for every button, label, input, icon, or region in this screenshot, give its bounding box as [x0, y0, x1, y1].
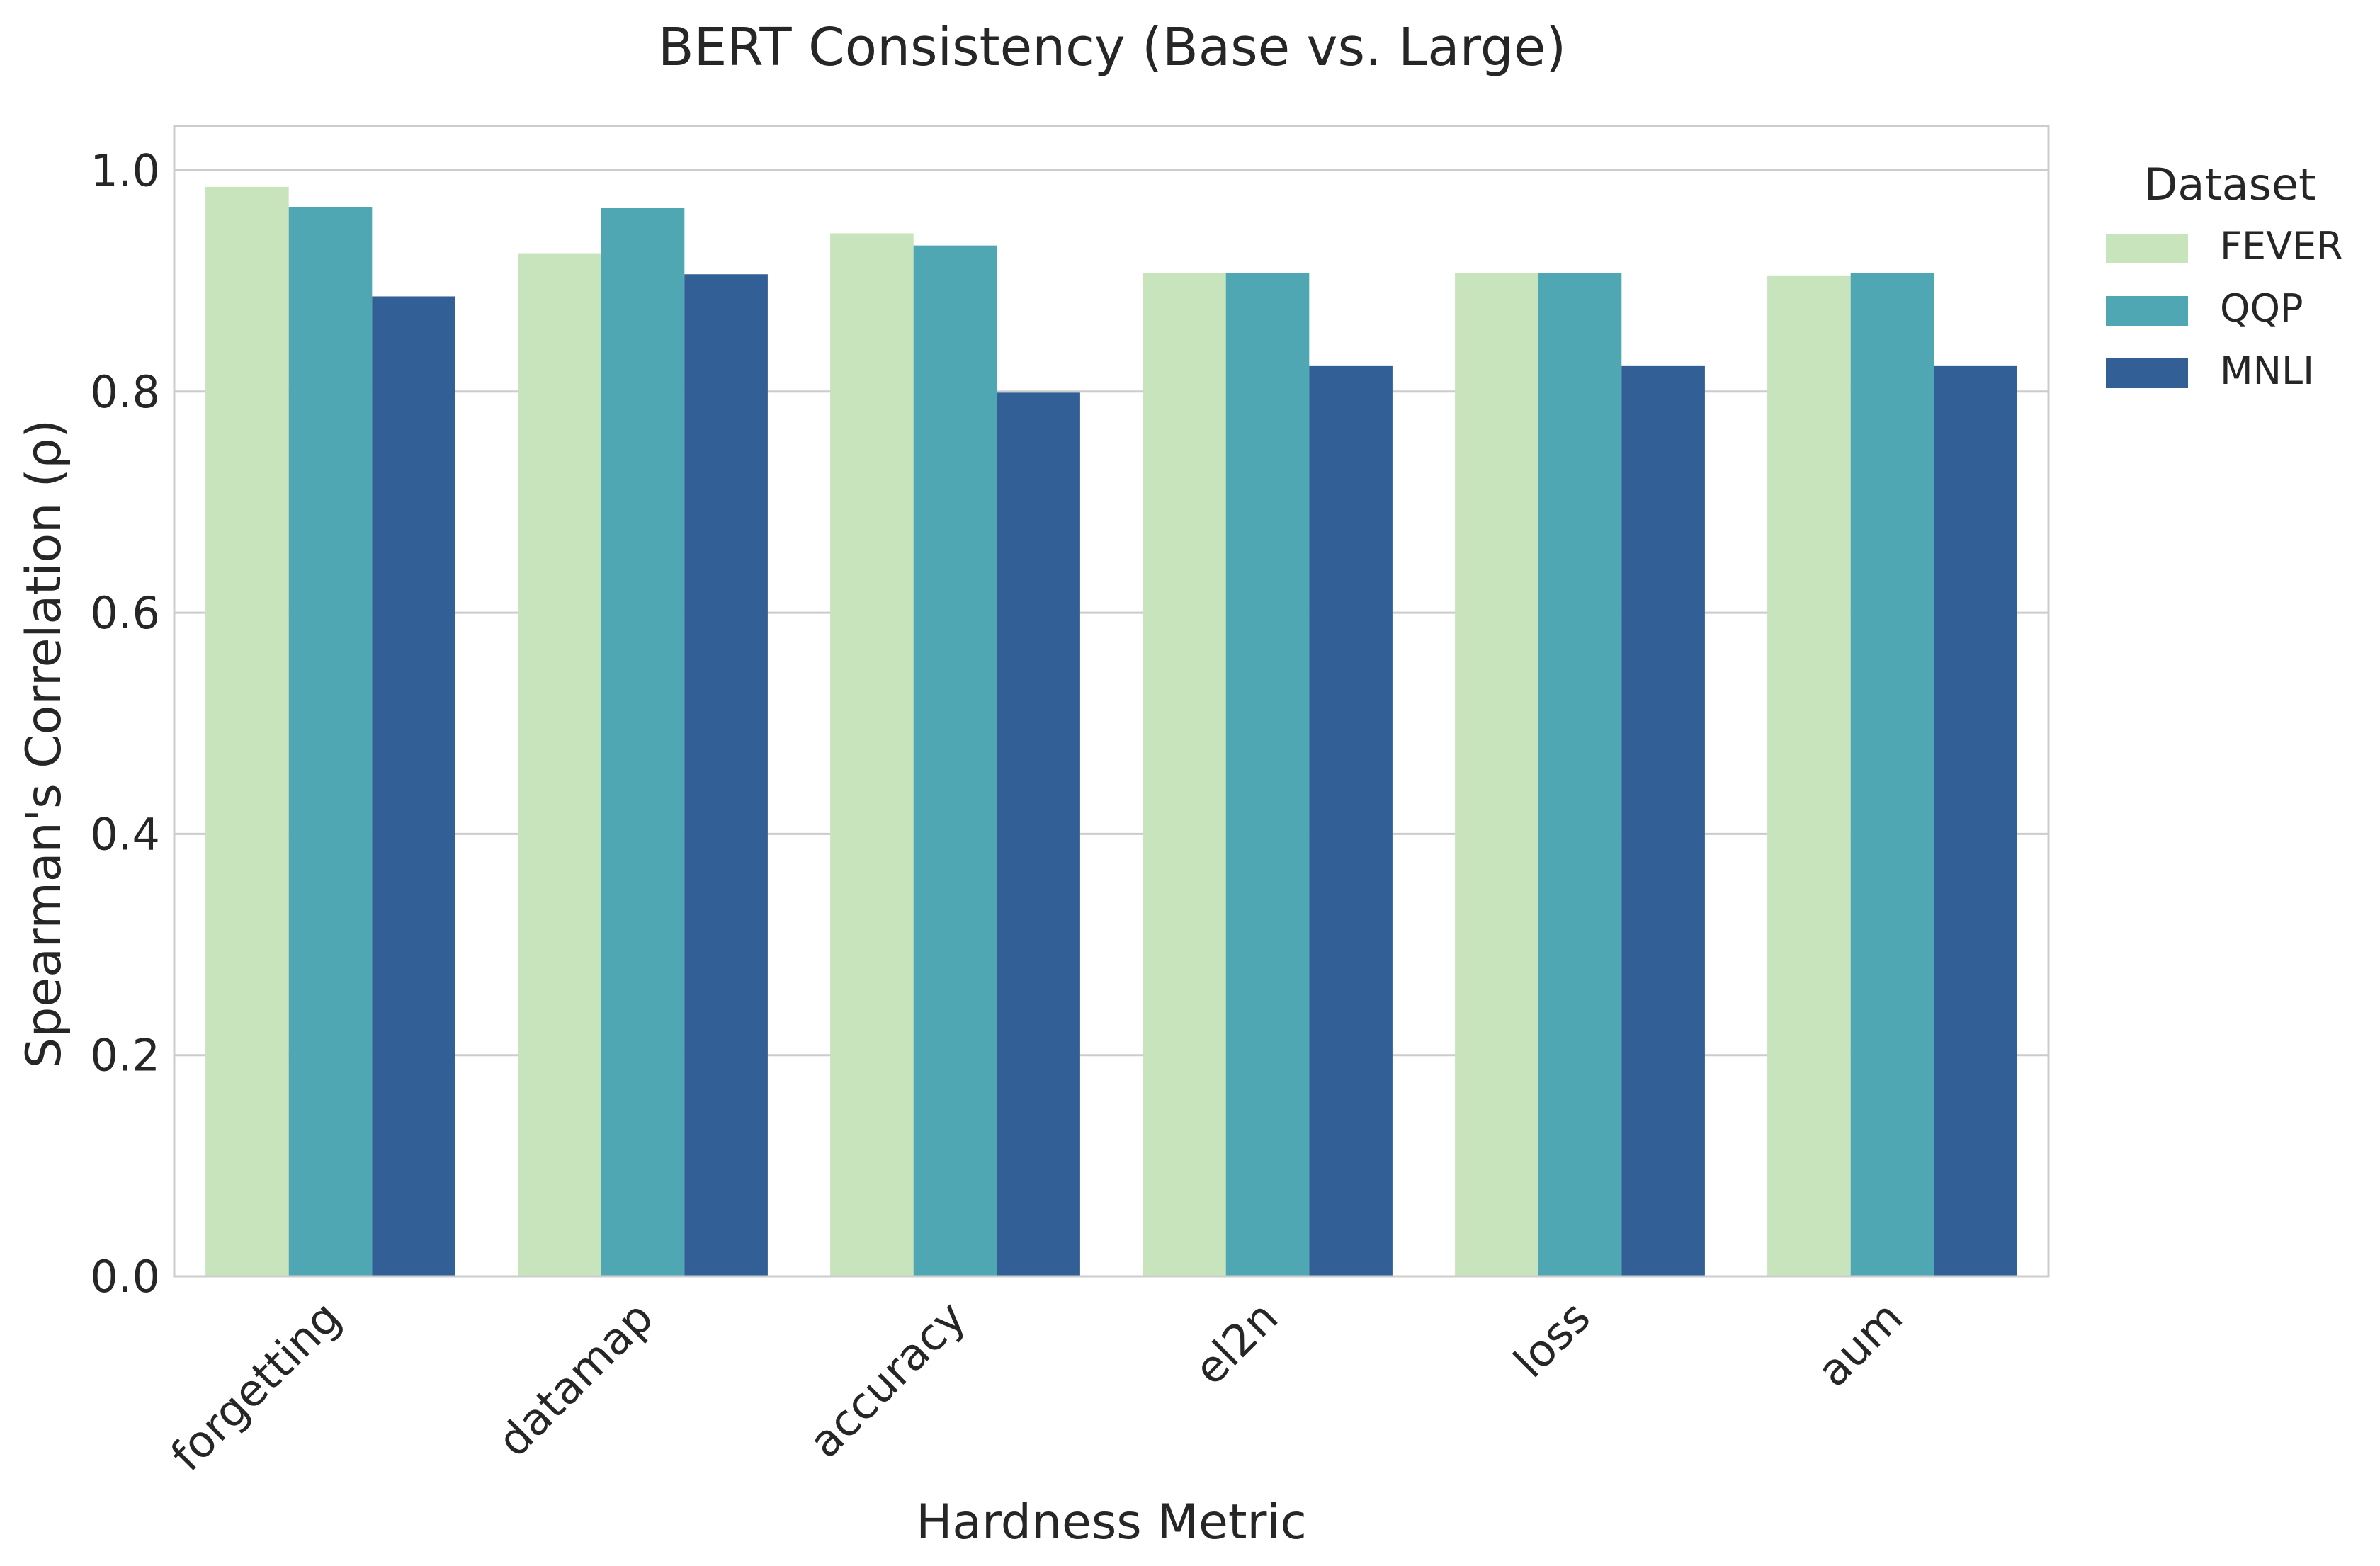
legend-swatch-qqp: [2106, 296, 2188, 326]
bar-mnli-datamap: [684, 274, 768, 1277]
legend-title: Dataset: [2144, 159, 2316, 210]
bar-fever-accuracy: [830, 233, 914, 1276]
y-tick-label: 0.8: [90, 366, 160, 418]
bar-fever-datamap: [518, 253, 601, 1277]
y-tick-label: 1.0: [90, 144, 160, 196]
legend-swatch-fever: [2106, 234, 2188, 263]
y-tick-label: 0.6: [90, 587, 160, 639]
bar-qqp-datamap: [601, 208, 685, 1276]
legend-label-qqp: QQP: [2220, 286, 2304, 331]
x-axis-label: Hardness Metric: [916, 1494, 1307, 1550]
bar-qqp-el2n: [1225, 273, 1310, 1277]
bar-mnli-accuracy: [997, 392, 1080, 1276]
y-axis-label: Spearman's Correlation (ρ): [16, 419, 72, 1068]
bar-fever-forgetting: [205, 186, 289, 1276]
bar-qqp-forgetting: [288, 206, 373, 1276]
bar-mnli-loss: [1621, 365, 1705, 1277]
bar-mnli-el2n: [1309, 365, 1393, 1277]
legend-swatch-mnli: [2106, 358, 2188, 388]
y-tick-label: 0.2: [90, 1030, 160, 1082]
bar-fever-el2n: [1143, 273, 1226, 1277]
bar-fever-aum: [1767, 275, 1851, 1277]
bar-qqp-aum: [1850, 273, 1934, 1277]
y-tick-label: 0.4: [90, 808, 160, 860]
bar-fever-loss: [1455, 273, 1538, 1277]
plot-frame: [173, 125, 2050, 1278]
legend-label-fever: FEVER: [2220, 224, 2343, 268]
bar-qqp-accuracy: [913, 245, 997, 1277]
bar-mnli-forgetting: [372, 296, 455, 1276]
bar-mnli-aum: [1934, 365, 2017, 1277]
chart-title: BERT Consistency (Base vs. Large): [658, 17, 1566, 78]
legend: Dataset FEVER QQP MNLI: [2106, 159, 2343, 393]
y-tick-label: 0.0: [90, 1251, 160, 1303]
bar-qqp-loss: [1538, 273, 1622, 1277]
legend-label-mnli: MNLI: [2220, 348, 2314, 393]
